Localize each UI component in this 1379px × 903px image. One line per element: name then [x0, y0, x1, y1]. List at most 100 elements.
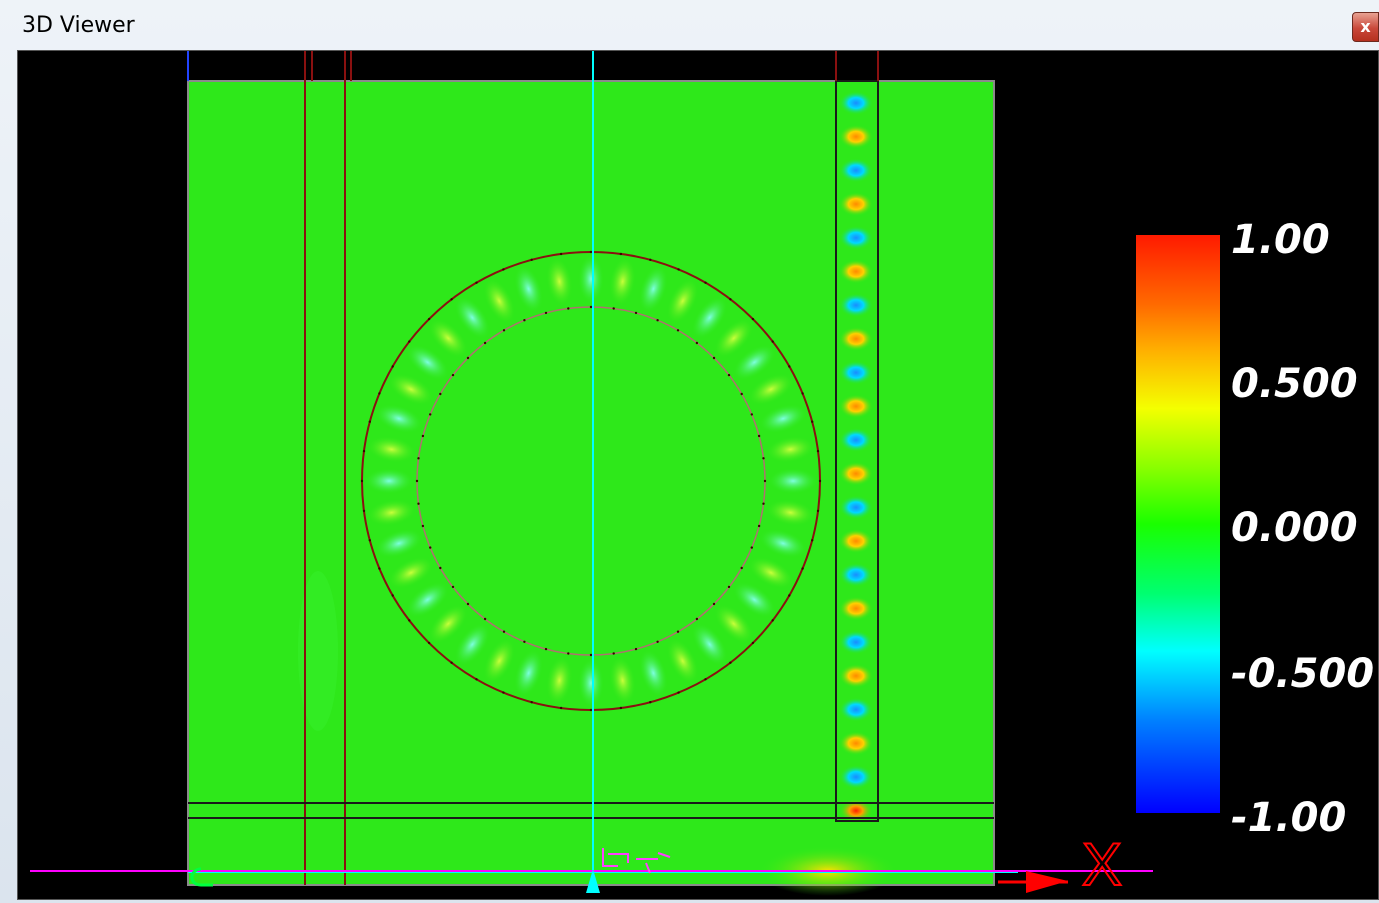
mesh-point [429, 546, 432, 549]
ring-mesh-points [360, 250, 822, 712]
waveguide-field-lobe [839, 158, 873, 183]
ring-resonator-field [364, 254, 818, 708]
mesh-point [619, 706, 623, 710]
mesh-point [619, 252, 623, 256]
ring-field-lobe [758, 528, 808, 558]
waveguide-field-lobe [839, 428, 873, 452]
mesh-point [530, 701, 533, 704]
mesh-point [788, 365, 791, 368]
mesh-point [712, 356, 716, 360]
mesh-point [391, 365, 394, 368]
colorbar-label-max: 1.00 [1231, 217, 1330, 263]
mesh-point [450, 298, 453, 301]
ring-field-lobe [387, 373, 435, 406]
waveguide-field-lobe [839, 562, 873, 587]
colorbar-label-high: 0.500 [1231, 361, 1358, 407]
mesh-point [818, 479, 822, 483]
mesh-point [612, 652, 615, 655]
mesh-point [502, 268, 505, 271]
colorbar-label-zero: 0.000 [1231, 505, 1358, 551]
mesh-point [502, 329, 506, 332]
mesh-point [656, 319, 659, 322]
ring-field-lobe [366, 499, 417, 527]
ring-field-lobe [609, 256, 637, 307]
ring-field-lobe [638, 648, 668, 698]
mesh-point [368, 539, 371, 542]
waveguide-field-lobe [839, 765, 873, 789]
mesh-point [408, 340, 411, 343]
x-axis-label-text: X [1082, 837, 1122, 893]
3d-viewport[interactable]: 1.00 0.500 0.000 -0.500 -1.00 X [17, 50, 1379, 900]
mesh-point [771, 619, 774, 622]
title-bar[interactable]: 3D Viewer x [0, 0, 1379, 48]
mesh-point [427, 641, 431, 645]
mesh-point [750, 413, 753, 416]
ring-field-lobe [374, 404, 424, 434]
ring-field-lobe [638, 264, 668, 314]
mesh-point [649, 258, 652, 261]
ring-field-lobe [609, 655, 637, 706]
mesh-point [751, 641, 755, 645]
close-button[interactable]: x [1352, 12, 1379, 42]
mesh-point [727, 373, 731, 377]
mesh-point [567, 652, 570, 655]
mesh-point [811, 539, 814, 542]
mesh-point [589, 305, 593, 309]
ring-field-lobe [765, 499, 816, 527]
mesh-point [523, 640, 526, 643]
ring-field-lobe [732, 581, 777, 618]
mesh-point [544, 647, 548, 651]
mesh-point [816, 509, 820, 513]
mesh-point [502, 691, 505, 694]
probe-glyph-icon [602, 848, 671, 874]
mesh-point [649, 701, 652, 704]
colorbar-label-min: -1.00 [1231, 795, 1347, 841]
mesh-point [483, 341, 487, 345]
mesh-point [362, 509, 366, 513]
mesh-point [421, 434, 425, 438]
waveguide-field-lobe [839, 124, 873, 149]
ring-field-lobe [713, 603, 754, 644]
ring-field-lobe [374, 528, 424, 558]
mesh-point [788, 594, 791, 597]
ring-field-lobe [428, 603, 469, 644]
mesh-point [612, 307, 615, 310]
ring-field-lobe [765, 435, 816, 463]
mesh-point [750, 546, 753, 549]
mesh-point [763, 479, 767, 483]
mesh-point [677, 268, 680, 271]
waveguide-field-lobe [839, 663, 873, 688]
mesh-point [740, 392, 743, 396]
ring-field-lobe [666, 637, 699, 685]
ring-field-lobe [387, 556, 435, 589]
mesh-point [408, 619, 411, 622]
waveguide-field-lobe [839, 697, 873, 722]
mesh-point [451, 373, 455, 377]
ring-field-lobe [405, 344, 450, 381]
ring-field-lobe [405, 581, 450, 618]
mesh-point [634, 647, 638, 651]
field-plot[interactable] [18, 51, 1379, 900]
mesh-point [677, 691, 680, 694]
waveguide-field-lobe [839, 731, 873, 756]
ring-field-lobe [713, 318, 754, 359]
ring-field-lobe [545, 655, 573, 706]
ring-field-lobe [758, 404, 808, 434]
waveguide-field-lobe [839, 495, 873, 520]
ring-field-lobe [578, 658, 604, 708]
mesh-point [729, 298, 732, 301]
mesh-point [475, 281, 478, 284]
mesh-point [729, 661, 732, 664]
mesh-point [427, 317, 431, 321]
waveguide-field-lobe [839, 630, 873, 655]
waveguide-field-lobe [839, 360, 873, 385]
mesh-point [712, 602, 716, 606]
waveguide-field-lobe [839, 326, 873, 351]
waveguide-field-lobe [839, 798, 873, 823]
waveguide-field-lobe [839, 596, 873, 621]
mesh-point [466, 602, 470, 606]
ring-field-lobe [483, 277, 516, 325]
mesh-point [475, 678, 478, 681]
mesh-point [634, 311, 638, 315]
mesh-point [676, 329, 680, 332]
